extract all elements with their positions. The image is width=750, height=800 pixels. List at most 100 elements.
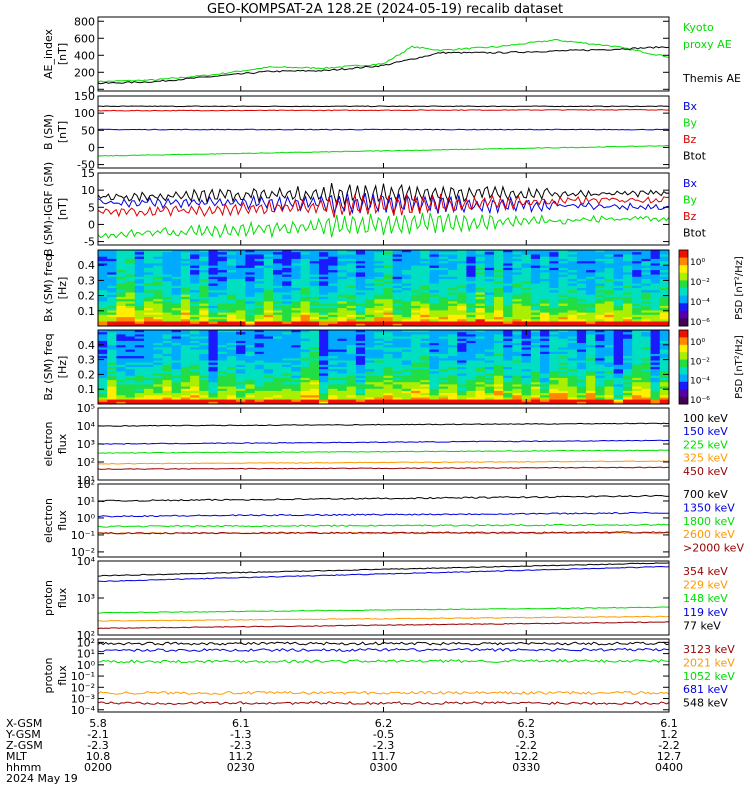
- heatmap-cell: [623, 367, 633, 370]
- heatmap-cell: [420, 388, 430, 392]
- heatmap-cell: [558, 263, 569, 267]
- heatmap-cell: [153, 388, 163, 392]
- heatmap-cell: [383, 386, 394, 390]
- heatmap-cell: [503, 272, 513, 276]
- heatmap-cell: [595, 290, 605, 293]
- heatmap-cell: [457, 390, 467, 394]
- heatmap-cell: [632, 305, 642, 309]
- heatmap-cell: [282, 290, 292, 293]
- heatmap-cell: [659, 399, 670, 403]
- heatmap-cell: [319, 395, 329, 398]
- heatmap-cell: [328, 390, 338, 394]
- heatmap-cell: [309, 364, 320, 368]
- heatmap-cell: [521, 258, 532, 262]
- heatmap-cell: [263, 377, 274, 381]
- heatmap-cell: [107, 317, 117, 320]
- heatmap-cell: [273, 317, 283, 320]
- heatmap-cell: [540, 384, 550, 388]
- heatmap-cell: [144, 294, 154, 298]
- heatmap-cell: [392, 371, 403, 375]
- heatmap-cell: [659, 258, 670, 262]
- heatmap-cell: [300, 299, 311, 302]
- heatmap-cell: [300, 401, 311, 405]
- heatmap-cell: [512, 351, 523, 355]
- heatmap-cell: [236, 395, 246, 398]
- heatmap-cell: [236, 254, 246, 258]
- heatmap-cell: [245, 314, 256, 318]
- heatmap-cell: [162, 288, 173, 291]
- heatmap-cell: [392, 323, 403, 327]
- heatmap-cell: [475, 384, 486, 388]
- heatmap-cell: [530, 371, 541, 375]
- heatmap-cell: [300, 380, 311, 383]
- heatmap-cell: [273, 305, 283, 309]
- heatmap-cell: [494, 274, 504, 278]
- time-axis-row-label: Z-GSM: [6, 739, 43, 752]
- heatmap-cell: [309, 395, 320, 398]
- heatmap-cell: [319, 292, 329, 296]
- heatmap-cell: [503, 353, 513, 357]
- heatmap-cell: [199, 254, 209, 258]
- heatmap-cell: [328, 375, 338, 379]
- heatmap-cell: [180, 330, 191, 333]
- heatmap-cell: [567, 294, 578, 298]
- heatmap-cell: [530, 314, 541, 318]
- heatmap-cell: [125, 367, 136, 370]
- time-axis-value: -2.1: [87, 728, 108, 741]
- heatmap-cell: [245, 265, 256, 269]
- heatmap-cell: [144, 377, 154, 381]
- heatmap-cell: [521, 292, 532, 296]
- heatmap-cell: [530, 292, 541, 296]
- y-tick-label: 200: [74, 66, 95, 79]
- heatmap-cell: [153, 312, 163, 316]
- heatmap-cell: [623, 308, 633, 311]
- heatmap-cell: [475, 272, 486, 276]
- heatmap-cell: [226, 299, 237, 302]
- heatmap-cell: [438, 332, 449, 335]
- heatmap-cell: [171, 349, 182, 353]
- heatmap-cell: [567, 347, 578, 351]
- heatmap-cell: [245, 303, 256, 307]
- y-axis-label: flux: [56, 433, 69, 454]
- heatmap-cell: [282, 314, 292, 318]
- heatmap-cell: [273, 283, 283, 287]
- heatmap-cell: [567, 288, 578, 291]
- heatmap-cell: [567, 319, 578, 322]
- series-548-kev-line: [97, 701, 670, 706]
- heatmap-cell: [457, 272, 467, 276]
- heatmap-cell: [199, 353, 209, 357]
- heatmap-cell: [254, 281, 265, 284]
- heatmap-cell: [567, 367, 578, 370]
- heatmap-cell: [365, 283, 375, 287]
- heatmap-cell: [613, 351, 624, 355]
- heatmap-cell: [217, 345, 228, 348]
- heatmap-cell: [116, 296, 127, 300]
- heatmap-cell: [613, 296, 624, 300]
- heatmap-cell: [319, 386, 329, 390]
- heatmap-cell: [586, 305, 596, 309]
- heatmap-cell: [457, 380, 467, 383]
- heatmap-cell: [549, 369, 559, 372]
- heatmap-cell: [226, 393, 237, 396]
- heatmap-cell: [98, 356, 108, 359]
- heatmap-cell: [530, 319, 541, 322]
- heatmap-cell: [245, 384, 256, 388]
- heatmap-cell: [107, 305, 117, 309]
- heatmap-cell: [319, 308, 329, 311]
- heatmap-cell: [134, 349, 145, 353]
- heatmap-cell: [448, 319, 458, 322]
- heatmap-cell: [420, 274, 430, 278]
- heatmap-cell: [134, 314, 145, 318]
- heatmap-cell: [226, 332, 237, 335]
- heatmap-cell: [346, 353, 357, 357]
- heatmap-cell: [448, 373, 458, 377]
- heatmap-cell: [659, 338, 670, 342]
- heatmap-cell: [392, 279, 403, 282]
- heatmap-cell: [328, 301, 338, 305]
- heatmap-cell: [180, 288, 191, 291]
- heatmap-cell: [392, 290, 403, 293]
- heatmap-cell: [558, 314, 569, 318]
- heatmap-cell: [134, 373, 145, 377]
- heatmap-cell: [153, 310, 163, 314]
- heatmap-cell: [374, 261, 384, 264]
